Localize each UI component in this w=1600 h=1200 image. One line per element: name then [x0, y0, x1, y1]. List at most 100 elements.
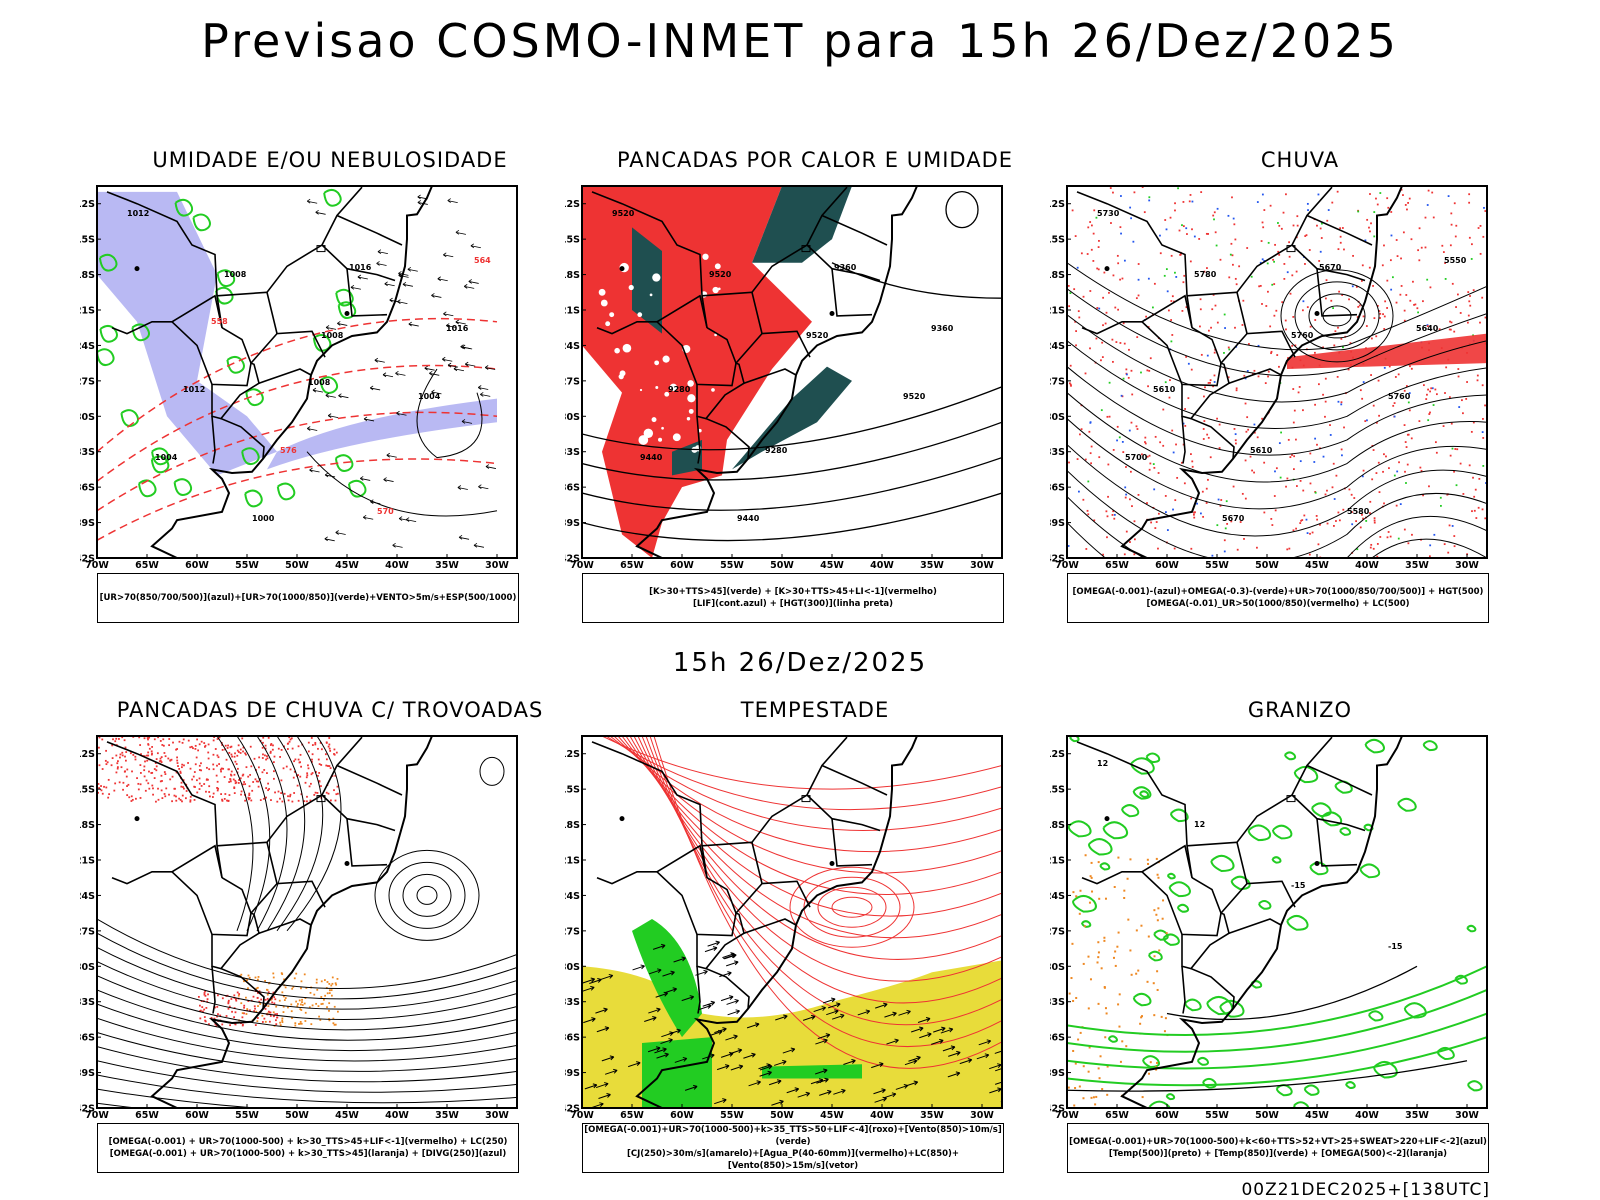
lat-label: 30S	[80, 412, 95, 423]
precip-dot	[284, 986, 287, 989]
green-contour	[216, 269, 236, 288]
precip-dot	[304, 1020, 307, 1022]
precip-dot	[1447, 195, 1450, 198]
precip-dot	[1124, 496, 1127, 499]
precip-dot	[1207, 233, 1210, 235]
precip-dot	[1459, 312, 1462, 314]
precip-dot	[1404, 441, 1407, 443]
wind-arrow	[437, 276, 448, 282]
gap	[609, 312, 615, 318]
precip-dot	[245, 766, 248, 769]
legend-line: [UR>70(850/700/500)](azul)+[UR>70(1000/8…	[99, 593, 517, 603]
state-border	[346, 268, 388, 317]
lon-label: 60W	[185, 560, 209, 571]
lon-label: 60W	[185, 1110, 209, 1121]
precip-dot	[199, 1010, 201, 1013]
precip-dot	[1291, 274, 1294, 277]
omega-dot	[1104, 1036, 1107, 1039]
wind-arrow	[376, 261, 387, 266]
precip-dot	[121, 754, 124, 757]
omega-dot	[1156, 970, 1159, 973]
lon-label: 55W	[720, 1110, 744, 1121]
legend-line: [OMEGA(-0.001)-(azul)+OMEGA(-0.3)-(verde…	[1072, 587, 1484, 597]
precip-dot	[1199, 325, 1201, 328]
precip-dot	[1304, 235, 1307, 237]
wind-vector	[720, 995, 734, 1002]
temp850-contour	[1071, 894, 1097, 913]
omega-dot	[1104, 897, 1107, 900]
precip-dot	[151, 771, 154, 774]
precip-dot	[1125, 466, 1127, 468]
state-border	[751, 186, 848, 334]
wind-vector	[815, 1038, 828, 1045]
precip-dot	[243, 781, 246, 783]
legend-box: [OMEGA(-0.001)+UR>70(1000-500)+k<60+TTS>…	[1067, 1123, 1489, 1173]
wind-arrow	[395, 371, 406, 376]
precip-dot	[1322, 455, 1325, 458]
low-level-contour	[831, 896, 873, 918]
precip-dot	[171, 775, 174, 778]
state-border	[211, 966, 216, 1014]
precip-dot	[132, 754, 135, 756]
wind-vector	[673, 956, 686, 963]
precip-dot	[1455, 306, 1457, 308]
precip-dot	[300, 1003, 302, 1006]
wind-arrow	[447, 198, 458, 203]
precip-dot	[1390, 288, 1393, 291]
precip-dot	[178, 740, 181, 743]
omega-dot	[1139, 1022, 1142, 1025]
precip-dot	[1403, 389, 1406, 392]
precip-dot	[327, 745, 330, 748]
precip-dot	[1481, 508, 1484, 511]
wind-vector	[831, 1013, 845, 1020]
precip-dot	[1443, 543, 1446, 546]
state-border	[1306, 214, 1373, 246]
precip-dot	[301, 1001, 303, 1004]
precip-dot	[1251, 372, 1254, 375]
precip-dot	[1086, 253, 1089, 255]
precip-dot	[146, 759, 149, 762]
precip-dot	[1122, 322, 1125, 325]
omega-dot	[1087, 955, 1090, 958]
low-level-contour	[803, 876, 901, 938]
precip-dot	[1227, 376, 1230, 379]
precip-dot	[1286, 271, 1289, 274]
lat-label: 33S	[1050, 447, 1065, 458]
wind-vector	[884, 1011, 897, 1018]
lat-label: 21S	[80, 306, 95, 317]
lake-marker	[801, 245, 811, 253]
precip-dot	[1337, 248, 1340, 251]
lon-label: 65W	[1105, 560, 1129, 571]
state-border	[656, 871, 737, 937]
precip-dot	[310, 1023, 313, 1026]
precip-dot	[262, 736, 265, 739]
precip-dot	[1181, 224, 1183, 227]
gap	[649, 293, 653, 297]
lon-label: 40W	[1355, 1110, 1379, 1121]
precip-dot	[318, 1015, 320, 1018]
precip-dot	[1466, 381, 1468, 383]
precip-dot	[1322, 346, 1325, 349]
gap	[643, 428, 654, 439]
precip-dot	[1218, 423, 1221, 426]
precip-dot	[1330, 299, 1333, 302]
precip-dot	[324, 994, 327, 997]
precip-dot	[279, 1024, 282, 1026]
temp850-contour	[1142, 1055, 1161, 1069]
precip-dot	[122, 781, 125, 784]
omega-dot	[1140, 924, 1143, 927]
precip-dot	[1285, 328, 1287, 331]
temp850-contour	[1139, 790, 1150, 798]
precip-dot	[1361, 475, 1364, 478]
omega-dot	[1146, 980, 1149, 983]
precip-dot	[1387, 206, 1390, 209]
precip-dot	[1185, 306, 1188, 309]
precip-dot	[1093, 519, 1096, 522]
map-frame	[581, 185, 1003, 559]
precip-dot	[330, 989, 333, 992]
precip-dot	[256, 992, 259, 994]
precip-dot	[227, 1007, 230, 1010]
omega-dot	[1158, 949, 1161, 952]
precip-dot	[247, 796, 250, 799]
precip-dot	[1112, 510, 1115, 513]
